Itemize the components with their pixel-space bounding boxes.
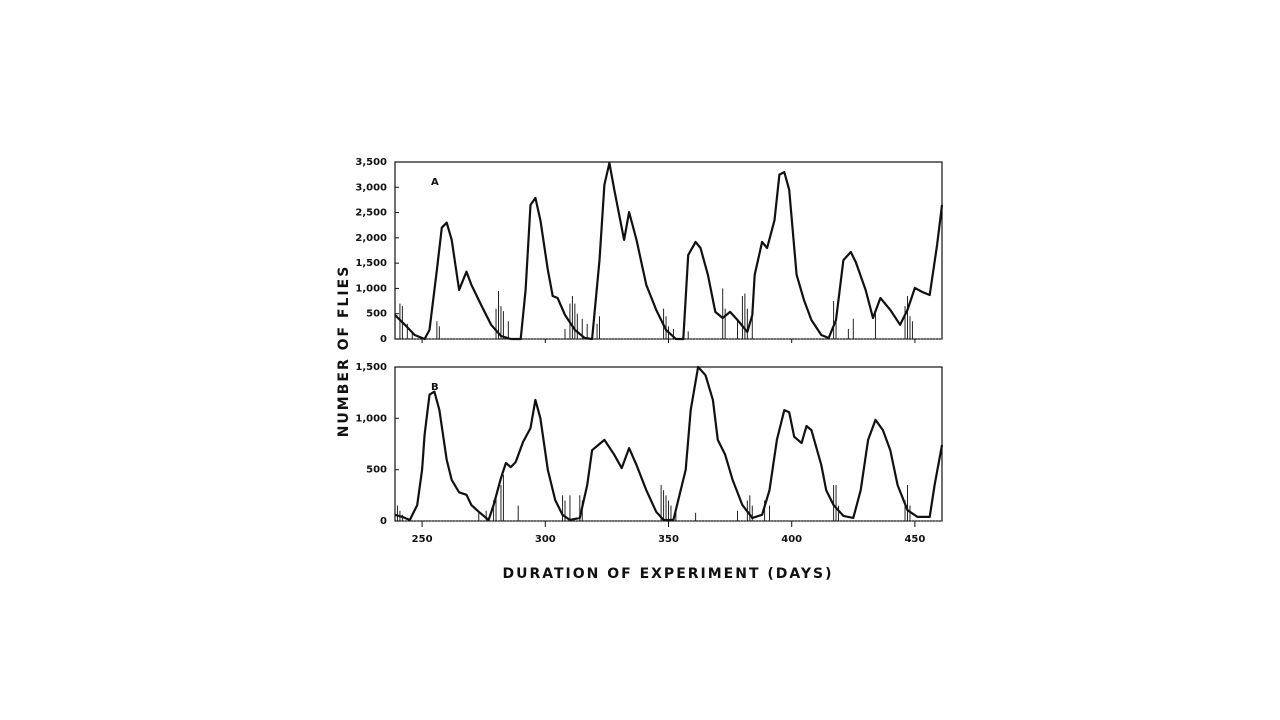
plot-frame [394,161,943,340]
panel-label: B [431,382,439,393]
y-tick-label: 500 [366,465,387,476]
x-tick-label: 350 [658,534,679,545]
y-tick-label: 2,500 [355,208,387,219]
y-tick-label: 1,500 [355,258,387,269]
y-axis-label: NUMBER OF FLIES [336,265,352,438]
plot-frame [394,366,943,522]
y-tick-label: 2,000 [355,233,387,244]
x-axis-label: DURATION OF EXPERIMENT (DAYS) [502,566,833,582]
y-tick-label: 500 [366,309,387,320]
y-tick-label: 0 [380,516,387,527]
y-tick-label: 1,000 [355,413,387,424]
y-tick-label: 3,500 [355,157,387,168]
x-tick-label: 450 [904,534,925,545]
population-line [394,161,944,341]
y-tick-label: 3,000 [355,182,387,193]
x-tick-label: 300 [535,534,556,545]
y-tick-label: 0 [380,334,387,345]
population-line [394,365,944,522]
x-tick-label: 250 [412,534,433,545]
y-tick-label: 1,000 [355,283,387,294]
panel-label: A [431,177,439,188]
y-tick-label: 1,500 [355,362,387,373]
x-tick-label: 400 [781,534,802,545]
